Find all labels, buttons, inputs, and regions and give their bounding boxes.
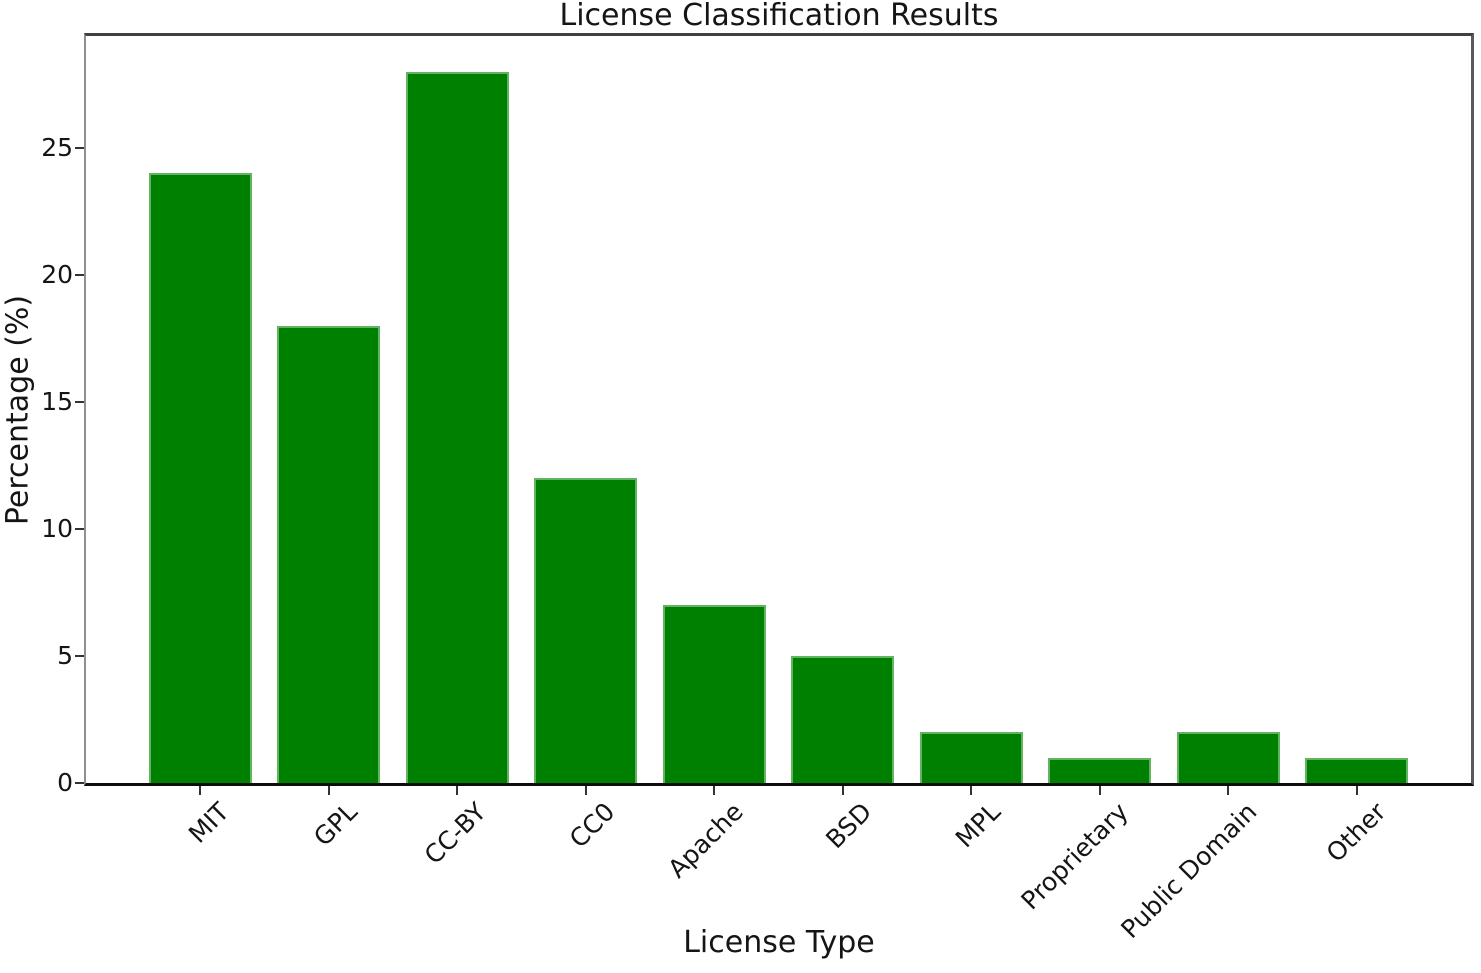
x-tick-label-cc0: CC0 xyxy=(563,797,621,854)
bar-other xyxy=(1305,757,1409,783)
x-tick-mark xyxy=(713,786,716,795)
bar-mit xyxy=(148,173,252,783)
x-tick-mark xyxy=(199,786,202,795)
y-tick-label: 5 xyxy=(57,640,73,670)
bar-mpl xyxy=(919,732,1023,783)
x-tick-label-cc-by: CC-BY xyxy=(418,797,492,870)
bar-cc-by xyxy=(405,71,509,783)
x-tick-mark xyxy=(841,786,844,795)
bar-bsd xyxy=(791,655,895,783)
y-tick-mark xyxy=(75,782,84,784)
x-tick-label-apache: Apache xyxy=(662,797,749,884)
y-tick-mark xyxy=(75,400,84,403)
plot-area: 0 5 10 15 20 25 MIT GPL CC-BY CC0 Apache BSD MPL Prop… xyxy=(41,33,1474,944)
x-tick-mark xyxy=(584,786,587,795)
x-tick-label-proprietary: Proprietary xyxy=(1015,797,1135,916)
x-tick-label-other: Other xyxy=(1320,797,1392,868)
y-tick-label: 20 xyxy=(41,259,73,289)
y-axis-label: Percentage (%) xyxy=(0,294,36,526)
y-tick-mark xyxy=(75,146,84,149)
x-tick-label-public-domain: Public Domain xyxy=(1115,797,1263,945)
chart-title: License Classification Results xyxy=(559,0,999,33)
x-tick-mark xyxy=(1227,786,1230,795)
x-tick-mark xyxy=(1098,786,1101,795)
x-tick-mark xyxy=(1355,786,1358,795)
x-tick-label-mpl: MPL xyxy=(949,797,1006,854)
y-tick-label: 0 xyxy=(57,767,73,797)
bar-proprietary xyxy=(1048,757,1152,783)
y-tick-mark xyxy=(75,527,84,530)
y-tick-label: 15 xyxy=(41,386,73,416)
y-tick-label: 25 xyxy=(41,132,73,162)
bar-cc0 xyxy=(534,478,638,783)
y-tick-mark xyxy=(75,273,84,276)
x-tick-label-mit: MIT xyxy=(183,797,235,849)
x-tick-mark xyxy=(970,786,973,795)
x-tick-mark xyxy=(456,786,459,795)
bar-apache xyxy=(662,605,766,783)
y-tick-label: 10 xyxy=(41,513,73,543)
x-tick-mark xyxy=(327,786,330,795)
bar-public-domain xyxy=(1176,732,1280,783)
y-tick-mark xyxy=(75,654,84,657)
x-tick-label-gpl: GPL xyxy=(308,797,364,852)
bar-gpl xyxy=(277,325,381,783)
x-tick-label-bsd: BSD xyxy=(820,797,878,855)
x-axis-label: License Type xyxy=(683,925,875,960)
